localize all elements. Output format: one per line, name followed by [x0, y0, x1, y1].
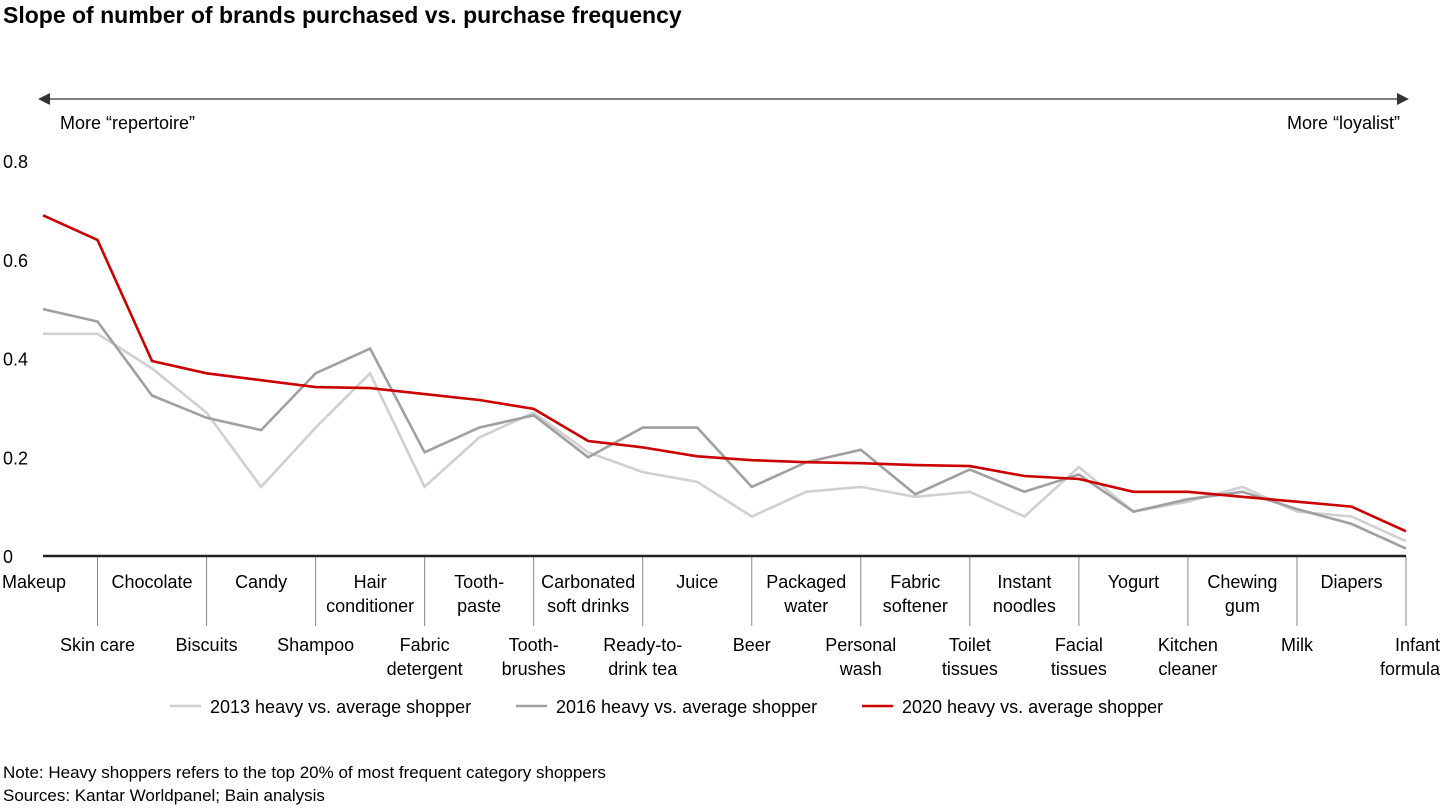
series-line-2013	[43, 332, 1407, 543]
x-tick-label: Chocolate	[112, 572, 193, 592]
y-tick-label: 0.8	[3, 152, 28, 172]
chart-sources: Sources: Kantar Worldpanel; Bain analysi…	[3, 786, 325, 805]
x-tick-label: softener	[883, 596, 948, 616]
x-tick-label: drink tea	[608, 659, 678, 679]
x-tick-label: Biscuits	[176, 635, 238, 655]
x-tick-label: conditioner	[326, 596, 414, 616]
arrow-right-label: More “loyalist”	[1287, 113, 1400, 133]
arrow-left-head-icon	[38, 93, 50, 105]
x-tick-label: Chewing	[1207, 572, 1277, 592]
x-tick-label: wash	[839, 659, 882, 679]
x-tick-label: Diapers	[1320, 572, 1382, 592]
chart-title: Slope of number of brands purchased vs. …	[3, 2, 682, 28]
x-tick-label: Shampoo	[277, 635, 354, 655]
x-tick-label: formula	[1380, 659, 1440, 679]
x-tick-label: Fabric	[890, 572, 940, 592]
x-tick-label: Personal	[825, 635, 896, 655]
x-tick-label: Skin care	[60, 635, 135, 655]
x-tick-label: Makeup	[2, 572, 66, 592]
arrow-left-label: More “repertoire”	[60, 113, 195, 133]
x-tick-label: Fabric	[400, 635, 450, 655]
x-tick-label: Hair	[354, 572, 387, 592]
x-tick-label: Kitchen	[1158, 635, 1218, 655]
x-tick-label: Yogurt	[1108, 572, 1159, 592]
x-tick-label: cleaner	[1158, 659, 1217, 679]
x-tick-label: Toilet	[949, 635, 991, 655]
x-tick-label: Juice	[676, 572, 718, 592]
y-tick-label: 0.4	[3, 350, 28, 370]
x-tick-label: Milk	[1281, 635, 1314, 655]
x-tick-label: Infant	[1395, 635, 1440, 655]
x-tick-label: gum	[1225, 596, 1260, 616]
legend-label: 2013 heavy vs. average shopper	[210, 697, 471, 717]
y-tick-label: 0	[3, 547, 13, 567]
chart-note: Note: Heavy shoppers refers to the top 2…	[3, 763, 606, 782]
legend-label: 2016 heavy vs. average shopper	[556, 697, 817, 717]
series-line-2016	[42, 307, 1407, 550]
legend-label: 2020 heavy vs. average shopper	[902, 697, 1163, 717]
x-tick-label: Packaged	[766, 572, 846, 592]
x-tick-label: tissues	[942, 659, 998, 679]
x-tick-label: water	[783, 596, 828, 616]
x-tick-label: Instant	[997, 572, 1051, 592]
x-tick-label: Beer	[733, 635, 771, 655]
x-tick-label: brushes	[502, 659, 566, 679]
x-tick-label: soft drinks	[547, 596, 629, 616]
x-tick-label: Facial	[1055, 635, 1103, 655]
x-tick-label: Tooth-	[509, 635, 559, 655]
x-tick-label: tissues	[1051, 659, 1107, 679]
x-tick-label: Carbonated	[541, 572, 635, 592]
x-tick-label: Candy	[235, 572, 287, 592]
x-tick-label: Ready-to-	[603, 635, 682, 655]
y-tick-label: 0.6	[3, 251, 28, 271]
x-tick-label: noodles	[993, 596, 1056, 616]
x-tick-label: Tooth-	[454, 572, 504, 592]
series-line-2020	[42, 214, 1407, 533]
x-tick-label: detergent	[387, 659, 463, 679]
arrow-right-head-icon	[1397, 93, 1409, 105]
y-tick-label: 0.2	[3, 448, 28, 468]
x-tick-label: paste	[457, 596, 501, 616]
